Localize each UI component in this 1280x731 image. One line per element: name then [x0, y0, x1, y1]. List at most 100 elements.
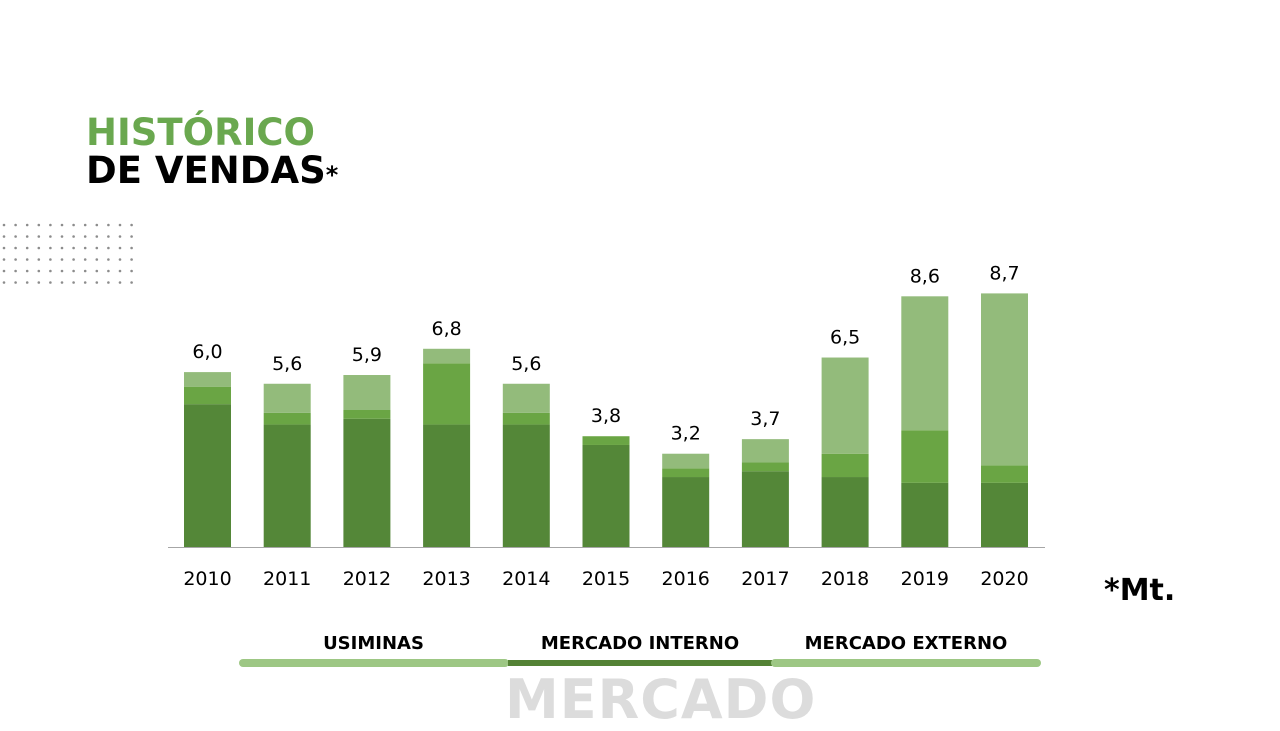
bar-segment-mercado-interno: [184, 386, 231, 405]
decor-dot: [83, 235, 87, 238]
bar-segment-usiminas: [582, 444, 630, 547]
decor-dot: [107, 258, 110, 261]
decor-dot: [95, 258, 99, 261]
bar-total-label: 5,6: [272, 353, 302, 375]
decor-dot: [14, 269, 17, 273]
decor-dot: [25, 246, 29, 250]
bar-segment-mercado-externo: [423, 348, 471, 364]
bar-segment-usiminas: [184, 404, 231, 547]
bar-segment-usiminas: [502, 424, 550, 547]
decor-dot: [72, 246, 75, 250]
bar-segment-usiminas: [901, 482, 949, 547]
bar-segment-mercado-externo: [741, 439, 789, 463]
tab-usiminas[interactable]: USIMINAS: [323, 633, 424, 654]
bar-segment-mercado-interno: [821, 453, 869, 478]
decor-dot: [25, 235, 29, 238]
bar-segment-mercado-interno: [263, 412, 311, 425]
bar-segment-mercado-interno: [423, 363, 471, 425]
decor-dot: [95, 223, 99, 227]
decor-dot: [49, 269, 52, 273]
decor-dot: [130, 235, 133, 238]
bar-total-label: 6,8: [431, 318, 461, 340]
bar-total-label: 5,6: [511, 353, 541, 375]
bar-segment-usiminas: [263, 424, 311, 547]
bar-segment-mercado-interno: [582, 436, 630, 445]
title-asterisk: *: [325, 161, 339, 189]
decorative-dot-grid: [2, 223, 133, 284]
bar-segment-usiminas: [423, 424, 471, 547]
x-tick-label: 2015: [582, 568, 630, 590]
decor-dot: [83, 223, 87, 227]
x-tick-label: 2014: [502, 568, 550, 590]
decor-dot: [49, 223, 52, 227]
bar-segment-usiminas: [662, 477, 710, 547]
decor-dot: [49, 235, 52, 238]
bar-segment-mercado-externo: [981, 293, 1028, 466]
x-tick-label: 2012: [343, 568, 391, 590]
decor-dot: [83, 281, 87, 284]
bar-segment-mercado-externo: [184, 372, 231, 387]
tab-mercado-interno[interactable]: MERCADO INTERNO: [540, 633, 740, 654]
title-line-2: DE VENDAS*: [86, 152, 338, 194]
bar-segment-mercado-externo: [821, 357, 869, 454]
tab-mercado-externo[interactable]: MERCADO EXTERNO: [804, 633, 1008, 654]
decor-dot: [72, 223, 75, 227]
bar-total-label: 3,2: [671, 423, 701, 445]
bar-segment-mercado-externo: [263, 383, 311, 413]
decor-dot: [107, 269, 110, 273]
tab-underline-mercado-interno: [508, 660, 772, 666]
bar-total-label: 8,7: [989, 262, 1019, 284]
decor-dot: [118, 235, 122, 238]
decor-dot: [118, 223, 122, 227]
decor-dot: [130, 269, 133, 273]
decor-dot: [14, 246, 17, 250]
decor-dot: [25, 258, 29, 261]
title-line-2-text: DE VENDAS: [86, 149, 326, 192]
decor-dot: [49, 258, 52, 261]
bar-total-label: 6,5: [830, 327, 860, 349]
decor-dot: [72, 269, 75, 273]
bar-segment-mercado-externo: [502, 383, 550, 413]
x-tick-label: 2017: [741, 568, 789, 590]
tab-underline-mercado-externo: [771, 659, 1041, 667]
bar-segment-mercado-externo: [343, 375, 391, 410]
decor-dot: [60, 281, 64, 284]
bar-segment-mercado-interno: [981, 465, 1028, 483]
decor-dot: [107, 246, 110, 250]
decor-dot: [2, 235, 6, 238]
unit-note: *Mt.: [1104, 573, 1176, 608]
decor-dot: [83, 269, 87, 273]
decor-dot: [2, 258, 6, 261]
decor-dot: [130, 258, 133, 261]
section-watermark: MERCADO: [505, 668, 817, 731]
decor-dot: [25, 269, 29, 273]
decor-dot: [60, 269, 64, 273]
bar-segment-mercado-interno: [502, 412, 550, 425]
bar-segment-usiminas: [981, 482, 1028, 547]
decor-dot: [37, 281, 41, 284]
x-tick-label: 2010: [183, 568, 231, 590]
bar-total-label: 6,0: [192, 341, 222, 363]
decor-dot: [83, 246, 87, 250]
decor-dot: [72, 281, 75, 284]
x-tick-label: 2011: [263, 568, 311, 590]
bar-segment-usiminas: [821, 477, 869, 547]
decor-dot: [95, 281, 99, 284]
decor-dot: [25, 281, 29, 284]
decor-dot: [118, 281, 122, 284]
decor-dot: [130, 246, 133, 250]
bar-segment-mercado-interno: [343, 409, 391, 419]
title-line-1: HISTÓRICO: [86, 111, 315, 154]
decor-dot: [83, 258, 87, 261]
bar-total-label: 8,6: [910, 265, 940, 287]
decor-dot: [60, 258, 64, 261]
tab-underline-usiminas: [239, 659, 509, 667]
bar-total-label: 3,8: [591, 405, 621, 427]
decor-dot: [37, 223, 41, 227]
decor-dot: [14, 258, 17, 261]
decor-dot: [2, 246, 6, 250]
decor-dot: [107, 223, 110, 227]
decor-dot: [2, 269, 6, 273]
decor-dot: [25, 223, 29, 227]
